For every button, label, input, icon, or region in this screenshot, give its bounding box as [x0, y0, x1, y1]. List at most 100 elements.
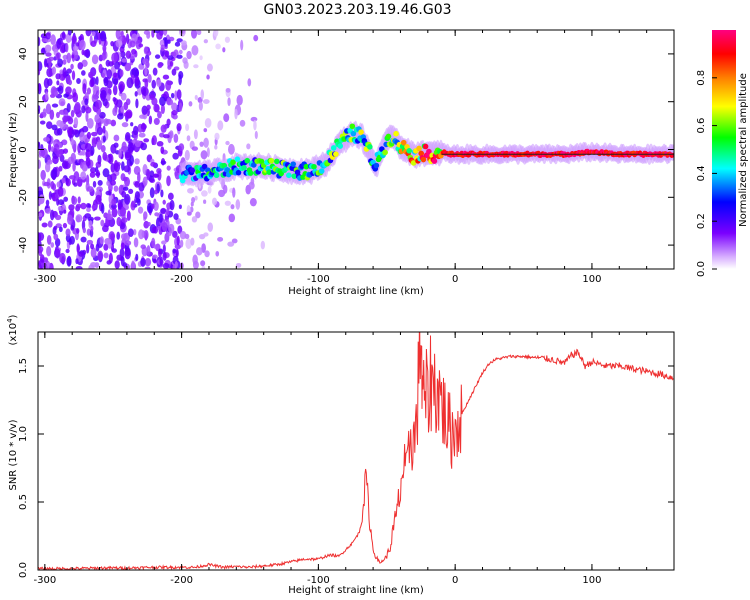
spectrogram-noise-cell [38, 159, 42, 169]
spectrogram-noise-cell [191, 216, 198, 223]
spectrogram-noise-cell [106, 180, 110, 186]
snr-multiplier-base: (x10 [8, 323, 19, 346]
spectrogram-noise-cell [149, 187, 155, 199]
spectrogram-noise-cell [171, 110, 178, 116]
spectrogram-noise-cell [120, 30, 124, 37]
spectrogram-ridge-cell [290, 161, 297, 167]
spectrogram-noise-cell [85, 30, 92, 37]
spectrogram-noise-cell [126, 210, 131, 221]
spectrogram-noise-cell [97, 250, 104, 262]
spectrogram-xlabel: Height of straight line (km) [288, 286, 424, 297]
spectrogram-noise-cell [111, 207, 118, 218]
spectrogram-noise-cell [90, 150, 94, 157]
spectrogram-noise-cell [167, 192, 174, 201]
spectrogram-noise-cell [129, 155, 134, 166]
spectrogram-noise-cell [137, 172, 141, 183]
spectrogram-noise-cell [200, 89, 204, 100]
spectrogram-noise-cell [131, 200, 135, 208]
spectrogram-noise-cell [85, 202, 91, 209]
spectrogram-noise-cell [99, 30, 107, 42]
spectrogram-noise-cell [114, 61, 121, 70]
spectrogram-noise-cell [204, 250, 210, 258]
spectrogram-noise-cell [55, 73, 61, 80]
spectrogram-noise-cell [228, 143, 235, 155]
spectrogram-noise-cell [50, 242, 55, 248]
spectrogram-noise-cell [160, 208, 167, 214]
spectrogram-noise-cell [254, 130, 258, 140]
spectrogram-noise-cell [217, 120, 224, 131]
spectrogram-noise-cell [169, 61, 174, 67]
spectrogram-ytick-label: -20 [18, 189, 29, 205]
spectrogram-noise-cell [65, 178, 71, 187]
spectrogram-noise-cell [253, 34, 259, 42]
spectrogram-noise-cell [139, 114, 146, 119]
spectrogram-ridge-cell [291, 173, 298, 179]
spectrogram-ridge-cell [367, 144, 373, 150]
colorbar-gradient [712, 30, 736, 269]
spectrogram-noise-cell [103, 76, 109, 87]
spectrogram-noise-cell [50, 169, 58, 180]
spectrogram-noise-cell [154, 54, 161, 59]
spectrogram-noise-cell [157, 170, 162, 181]
spectrogram-noise-cell [227, 97, 231, 107]
spectrogram-noise-cell [162, 251, 167, 261]
spectrogram-noise-cell [51, 124, 58, 131]
spectrogram-ridge-cell [274, 158, 280, 165]
spectrogram-noise-cell [96, 139, 103, 151]
spectrogram-noise-cell [92, 180, 97, 188]
spectrogram-noise-cell [225, 87, 231, 93]
spectrogram-ridge-cell [333, 151, 339, 157]
spectrogram-noise-cell [89, 171, 96, 178]
spectrogram-noise-cell [121, 122, 129, 128]
spectrogram-noise-cell [110, 173, 117, 181]
spectrogram-noise-cell [82, 125, 89, 133]
spectrogram-noise-cell [124, 193, 131, 205]
spectrogram-noise-cell [90, 247, 97, 258]
spectrogram-noise-cell [90, 167, 97, 174]
spectrogram-noise-cell [85, 157, 91, 167]
spectrogram-noise-cell [125, 109, 133, 119]
spectrogram-noise-cell [102, 168, 110, 178]
spectrogram-noise-cell [45, 32, 51, 40]
colorbar: 0.0 0.2 0.4 0.6 0.8 Normalized spectral ampl… [696, 30, 749, 277]
spectrogram-noise-cell [113, 162, 121, 173]
spectrogram-noise-cell [52, 155, 59, 165]
spectrogram-noise-cell [136, 198, 141, 206]
spectrogram-ridge-cell [230, 159, 236, 166]
spectrogram-noise-cell [184, 149, 190, 161]
spectrogram-noise-cell [223, 184, 228, 194]
snr-xtick-label: -100 [307, 575, 330, 586]
spectrogram-noise-cell [172, 113, 178, 120]
spectrogram-noise-cell [116, 99, 123, 108]
spectrogram-noise-cell [178, 204, 182, 210]
snr-multiplier: (x104) [6, 314, 19, 345]
spectrogram-noise-cell [234, 108, 238, 120]
spectrogram-noise-cell [71, 35, 77, 45]
spectrogram-noise-cell [222, 47, 226, 53]
spectrogram-noise-cell [232, 187, 236, 198]
spectrogram-noise-cell [124, 62, 132, 72]
spectrogram-ridge-cell [201, 163, 208, 170]
spectrogram-noise-cell [148, 115, 153, 125]
spectrogram-noise-cell [105, 219, 109, 227]
spectrogram-noise-cell [163, 30, 168, 36]
spectrogram-noise-cell [224, 200, 232, 206]
spectrogram-noise-cell [135, 68, 140, 77]
spectrogram-noise-cell [130, 122, 134, 127]
spectrogram-noise-cell [162, 262, 170, 269]
spectrogram-noise-cell [91, 137, 97, 148]
spectrogram-noise-cell [176, 235, 180, 246]
spectrogram-noise-cell [170, 92, 175, 99]
spectrogram-noise-cell [140, 244, 146, 250]
spectrogram-ytick-label: 0 [18, 146, 29, 152]
spectrogram-noise-cell [160, 189, 164, 198]
spectrogram-noise-cell [56, 52, 61, 60]
spectrogram-noise-cell [62, 67, 67, 78]
spectrogram-noise-cell [71, 70, 76, 81]
spectrogram-noise-cell [142, 58, 149, 65]
spectrogram-noise-cell [53, 233, 59, 241]
spectrogram-noise-cell [249, 198, 257, 207]
spectrogram-ridge-cell [311, 163, 317, 170]
spectrogram-noise-cell [214, 144, 218, 150]
spectrogram-noise-cell [75, 203, 82, 209]
